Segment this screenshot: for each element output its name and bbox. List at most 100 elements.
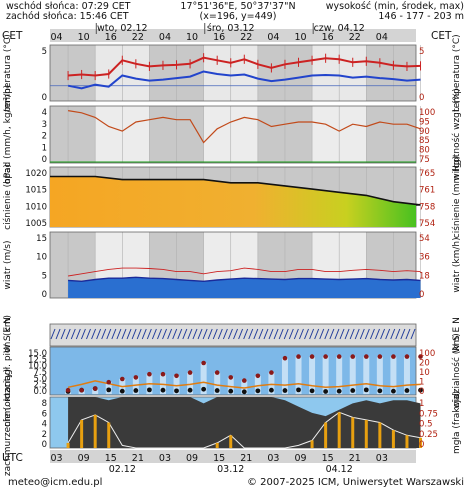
cloud-base-point xyxy=(160,387,166,393)
precip-tick-label: 80 xyxy=(419,146,430,156)
wind-direction-arrow xyxy=(228,328,233,340)
wind-direction-arrow xyxy=(106,328,112,340)
wind-direction-arrow xyxy=(258,328,264,340)
cloud-base-point xyxy=(323,389,329,394)
tz-right-label: CET xyxy=(431,30,452,42)
wind-tick-label: 18 xyxy=(419,271,430,281)
cover-tick-label: 8 xyxy=(42,399,47,409)
wind-direction-arrow xyxy=(273,328,279,340)
wind-direction-arrow xyxy=(293,328,299,340)
bottom-hour-label: 15 xyxy=(213,453,225,464)
wind-direction-arrow xyxy=(263,328,269,340)
cloud-panel-frame xyxy=(49,346,417,396)
cloud-column xyxy=(336,356,343,395)
wind-direction-arrow xyxy=(304,328,309,340)
wind-direction-arrow xyxy=(344,328,350,340)
cloud-top-point xyxy=(350,354,356,359)
wind-direction-arrow xyxy=(380,328,386,340)
cloud-base-point xyxy=(377,388,383,394)
wind-direction-arrow xyxy=(116,328,122,340)
cloud-top-point xyxy=(309,354,315,359)
wind-direction-arrow xyxy=(167,328,173,340)
wind-direction-arrow xyxy=(96,328,102,340)
wind-direction-arrow xyxy=(288,328,294,340)
cloud-top-point xyxy=(214,370,220,375)
temp-axis-title: temperatura (°C) xyxy=(3,34,13,111)
dir-panel-frame xyxy=(49,323,417,347)
cloud-tick-label: 0.0 xyxy=(33,387,47,397)
top-hour-label: 04 xyxy=(267,32,279,43)
top-day-label: wto, 02.12 xyxy=(97,23,148,34)
top-hour-label: 04 xyxy=(376,32,388,43)
dewpoint-line xyxy=(67,70,421,90)
cloud-base-point xyxy=(336,388,342,394)
wind-direction-arrow xyxy=(268,328,274,340)
cover-tick-label: 0 xyxy=(419,440,424,450)
cloud-tick-label: 15.0 xyxy=(28,349,47,359)
fog-bar xyxy=(419,437,423,448)
wind-direction-arrow xyxy=(91,328,97,340)
wind-direction-arrow xyxy=(222,328,228,340)
cloud-base-point xyxy=(282,388,288,393)
precip-tick-label: 85 xyxy=(419,136,430,146)
humidity-line xyxy=(68,110,421,144)
wind-direction-arrow xyxy=(217,328,223,340)
wind-direction-arrow xyxy=(238,328,244,340)
fog-bar xyxy=(229,435,233,448)
cloud-base-point xyxy=(147,387,152,393)
cloud-top-point xyxy=(282,355,288,361)
cover-tick-label: 0 xyxy=(42,440,47,450)
cloud-top-point xyxy=(269,370,274,375)
cloud-tick-label: 20 xyxy=(419,359,430,369)
wind-speed-line xyxy=(68,276,421,283)
temp-tick-label: 0 xyxy=(419,93,424,103)
wind-direction-arrow xyxy=(187,328,193,340)
wind-direction-arrow xyxy=(212,328,218,340)
cloud-top-point xyxy=(160,371,166,377)
cloud-tick-label: 2.5 xyxy=(33,381,47,391)
wind-direction-arrow xyxy=(207,328,213,340)
precip-tick-label: 100 xyxy=(419,108,435,118)
wind-direction-arrow xyxy=(339,328,345,340)
cloud-axis-title: widzialność (km) xyxy=(451,333,462,409)
wind-direction-arrow xyxy=(60,328,66,340)
bottom-hour-label: 09 xyxy=(294,453,306,464)
top-day-label: śro, 03.12 xyxy=(207,23,255,34)
elevation-values: 146 - 177 - 203 m xyxy=(378,11,464,22)
cloud-base-point xyxy=(350,388,356,393)
wind-axis-title: wiatr (m/s) xyxy=(3,241,13,290)
wind-direction-arrow xyxy=(101,328,107,340)
cover-axis-title: zachmurzenie (oktanty) xyxy=(3,369,13,476)
wind-direction-arrow xyxy=(410,328,416,340)
fog-bar xyxy=(107,422,111,448)
fog-bar xyxy=(337,412,341,448)
chart-marks xyxy=(50,53,424,449)
wind-direction-arrow xyxy=(283,328,289,340)
bottom-day-label: 03.12 xyxy=(217,464,244,475)
precip-tick-label: 95 xyxy=(419,117,430,127)
cloud-base-point xyxy=(187,387,193,393)
cloud-base-point xyxy=(106,387,112,393)
wind-tick-label: 15 xyxy=(36,234,47,244)
cloud-top-point xyxy=(187,370,193,375)
footer-email[interactable]: meteo@icm.edu.pl xyxy=(8,477,102,488)
cloud-column xyxy=(173,375,180,395)
fog-bar xyxy=(310,440,314,448)
wind-gust-line xyxy=(68,267,421,277)
day-labels: wto, 02.12 śro, 03.12 czw, 04.12 02.12 03.12… xyxy=(95,23,365,475)
temp-tick-label: 5 xyxy=(419,47,424,57)
cloud-tick-label: 12.5 xyxy=(28,355,47,365)
cloud-top-point xyxy=(391,354,396,359)
bottom-hour-label: 21 xyxy=(349,453,361,464)
cloud-top-point xyxy=(418,354,423,359)
wind-direction-arrow xyxy=(334,328,340,340)
bottom-hour-label: 09 xyxy=(78,453,90,464)
cover-axis-title: mgła (frakcja) xyxy=(452,391,462,454)
cloud-top-point xyxy=(363,354,369,359)
cover-tick-label: 0.75 xyxy=(419,409,438,419)
wind-direction-arrow xyxy=(359,328,365,340)
footer-copyright: © 2007-2025 ICM, Uniwersytet Warszawski xyxy=(247,477,464,488)
cloud-top-point xyxy=(241,378,247,383)
fog-bar xyxy=(80,419,84,448)
